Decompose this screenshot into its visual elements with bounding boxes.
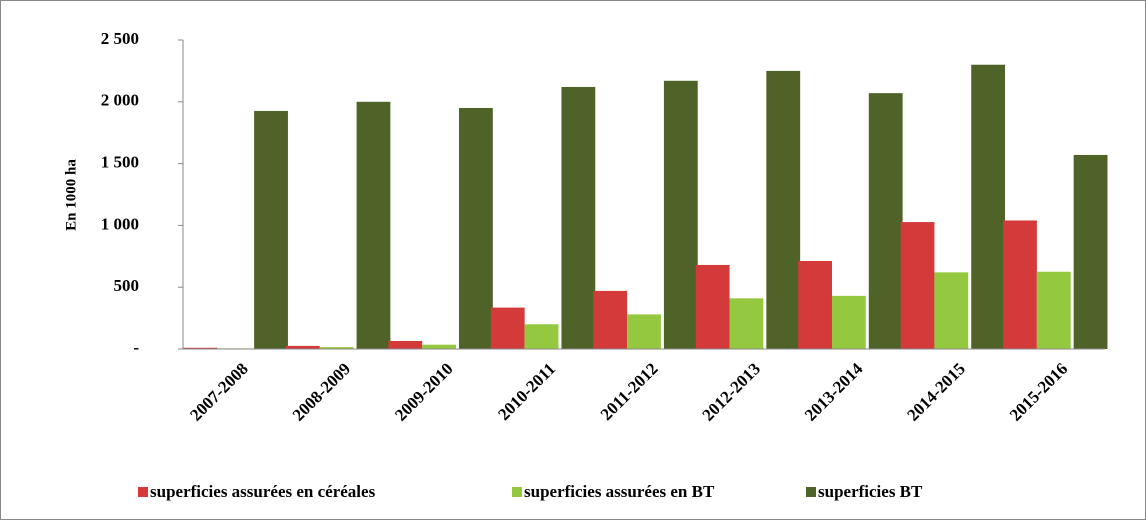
bar bbox=[868, 93, 903, 349]
bar bbox=[1036, 271, 1071, 349]
bar bbox=[285, 345, 320, 349]
bar bbox=[627, 314, 661, 349]
bar bbox=[593, 290, 628, 349]
y-tick-label: - bbox=[133, 338, 139, 357]
bar bbox=[490, 307, 525, 349]
bar bbox=[729, 298, 764, 349]
bar bbox=[422, 344, 457, 349]
y-tick-label: 500 bbox=[114, 276, 140, 295]
legend-swatch bbox=[512, 487, 522, 497]
bar bbox=[459, 107, 493, 349]
bar bbox=[254, 110, 288, 349]
legend-swatch bbox=[138, 487, 148, 497]
bar bbox=[1073, 154, 1108, 349]
y-tick-label: 2 500 bbox=[101, 29, 139, 48]
bar bbox=[934, 272, 969, 349]
legend-swatch bbox=[806, 487, 816, 497]
bar bbox=[561, 86, 596, 349]
bar bbox=[695, 264, 730, 349]
bar bbox=[971, 64, 1006, 349]
bar bbox=[319, 347, 354, 349]
legend-label: superficies assurées en céréales bbox=[150, 482, 376, 501]
bar bbox=[900, 222, 935, 349]
bar bbox=[663, 80, 698, 350]
bar bbox=[1003, 220, 1037, 349]
bar bbox=[183, 347, 218, 349]
bar bbox=[766, 70, 801, 350]
y-tick-label: 2 000 bbox=[101, 91, 139, 110]
y-axis-label: En 1000 ha bbox=[63, 159, 79, 231]
bar bbox=[388, 340, 423, 349]
legend-label: superficies BT bbox=[818, 482, 923, 501]
bar bbox=[798, 260, 832, 349]
bar bbox=[831, 295, 866, 349]
y-tick-label: 1 000 bbox=[101, 214, 139, 233]
bar bbox=[356, 101, 391, 349]
legend-label: superficies assurées en BT bbox=[524, 482, 715, 501]
bar bbox=[524, 324, 559, 349]
y-tick-label: 1 500 bbox=[101, 153, 139, 172]
